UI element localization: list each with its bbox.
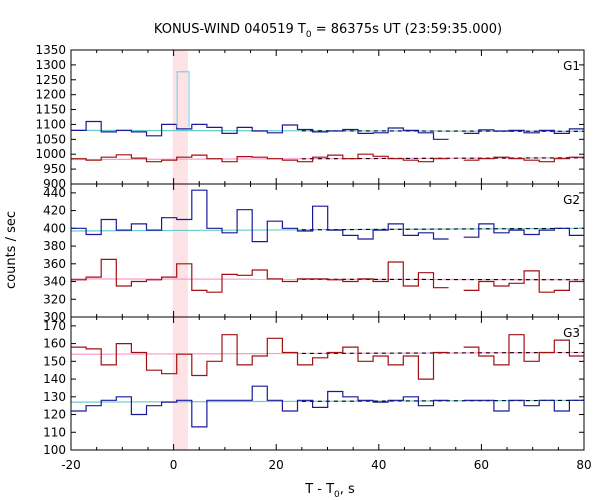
y-tick-label: 110 [43, 425, 66, 439]
fit-line-dashed [301, 351, 585, 354]
y-tick-label: 900 [43, 177, 66, 191]
x-tick-label: 0 [170, 458, 178, 472]
panel-frame [70, 49, 585, 185]
series-g2-low [71, 258, 584, 293]
chart-title: KONUS-WIND 040519 T0 = 86375s UT (23:59:… [154, 22, 502, 40]
y-tick-label: 440 [43, 186, 66, 200]
panel-label: G2 [563, 193, 580, 207]
y-tick-label: 1050 [35, 132, 66, 146]
series-g3-low [71, 385, 584, 428]
y-tick-label: 360 [43, 257, 66, 271]
y-tick-label: 1250 [35, 73, 66, 87]
y-tick-label: 170 [43, 319, 66, 333]
panel-label: G3 [563, 326, 580, 340]
fit-line-solid [70, 400, 302, 403]
x-tick-label: 20 [269, 458, 284, 472]
fit-line-dashed [301, 157, 585, 160]
fit-line-solid [70, 158, 302, 161]
y-tick-label: 320 [43, 292, 66, 306]
y-tick-label: 1150 [35, 103, 66, 117]
y-tick-label: 1200 [35, 88, 66, 102]
y-tick-label: 340 [43, 275, 66, 289]
y-tick-label: 1300 [35, 58, 66, 72]
burst-interval-highlight [172, 50, 188, 450]
y-tick-label: 400 [43, 221, 66, 235]
panel-g2: 300 320 340 360 380 400 420 440 G2 [43, 183, 585, 324]
x-tick-label: 40 [371, 458, 386, 472]
panel-frame [70, 316, 585, 451]
series-g1-low [71, 153, 584, 163]
y-tick-label: 950 [43, 162, 66, 176]
series-g1-high [71, 120, 584, 140]
y-tick-label: 300 [43, 310, 66, 324]
y-tick-label: 420 [43, 204, 66, 218]
x-axis-label: T - T0, s [304, 482, 355, 500]
panel-frame [70, 183, 585, 318]
series-g2-high [71, 189, 584, 243]
y-axis-label: counts / sec [4, 211, 19, 289]
y-tick-label: 100 [43, 443, 66, 457]
panel-g3: 100 110 120 130 140 150 160 170 G3 [43, 316, 585, 457]
fit-line-dashed [301, 227, 585, 231]
fit-line-dashed [301, 399, 585, 402]
spike-bin [176, 71, 190, 128]
fit-line-solid [70, 229, 302, 232]
y-tick-label: 1350 [35, 43, 66, 57]
series-g3-high [71, 334, 584, 380]
y-tick-label: 150 [43, 354, 66, 368]
y-tick-label: 120 [43, 408, 66, 422]
y-tick-label: 130 [43, 390, 66, 404]
y-tick-label: 380 [43, 239, 66, 253]
panel-label: G1 [563, 59, 580, 73]
x-tick-label: -20 [61, 458, 81, 472]
y-tick-label: 1100 [35, 117, 66, 131]
y-tick-label: 160 [43, 337, 66, 351]
x-tick-label: 80 [576, 458, 591, 472]
y-tick-label: 140 [43, 372, 66, 386]
y-tick-label: 1000 [35, 147, 66, 161]
x-tick-label: 60 [474, 458, 489, 472]
